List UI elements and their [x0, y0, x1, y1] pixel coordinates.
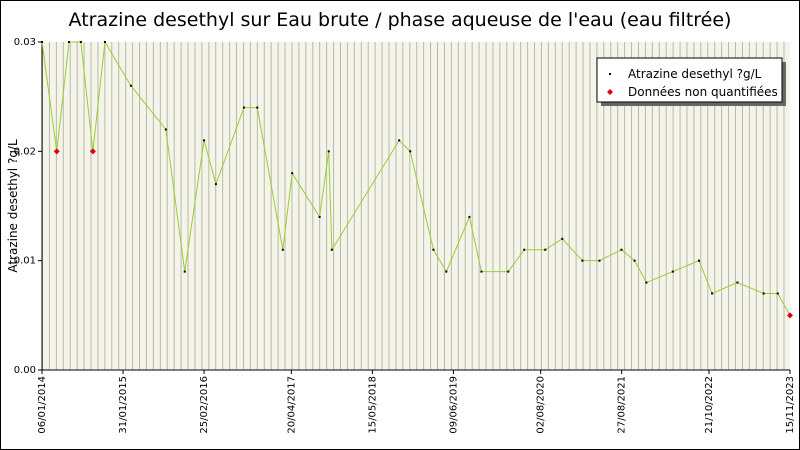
point [645, 281, 648, 284]
point [544, 248, 547, 251]
series-line [41, 40, 791, 316]
point [183, 270, 186, 273]
x-tick-label: 15/05/2018 [367, 376, 378, 434]
point [480, 270, 483, 273]
point [620, 248, 623, 251]
point [103, 41, 106, 43]
point [327, 150, 330, 153]
point [697, 259, 700, 262]
legend-marker [609, 73, 611, 75]
point [330, 248, 333, 251]
point [671, 270, 674, 273]
point [318, 215, 321, 218]
point [633, 259, 636, 262]
y-axis-label: Atrazine desethyl ?g/L [6, 139, 20, 273]
point [41, 41, 43, 43]
point [432, 248, 435, 251]
non-quantified-point [787, 312, 793, 319]
x-tick-label: 25/02/2016 [199, 376, 210, 434]
x-tick-label: 27/08/2021 [617, 376, 628, 434]
y-tick-label: 0.00 [14, 365, 36, 376]
point [445, 270, 448, 273]
y-tick-label: 0.03 [14, 37, 36, 48]
point [598, 259, 601, 262]
point [581, 259, 584, 262]
point [129, 84, 132, 87]
point [736, 281, 739, 284]
point [762, 292, 765, 295]
y-tick-label: 0.01 [14, 256, 36, 267]
point [776, 292, 779, 295]
legend: Atrazine desethyl ?g/L Données non quanti… [596, 57, 786, 106]
point [214, 183, 217, 186]
point [203, 139, 206, 142]
x-tick-label: 06/01/2014 [37, 376, 48, 434]
point [561, 237, 564, 240]
legend-box [596, 57, 783, 103]
point [79, 41, 82, 43]
x-tick-label: 31/01/2015 [118, 376, 129, 434]
point [291, 172, 294, 175]
x-tick-label: 20/04/2017 [286, 376, 297, 434]
point [256, 106, 259, 109]
x-tick-label: 02/08/2020 [536, 376, 547, 434]
point [242, 106, 245, 109]
x-tick-label: 21/10/2022 [704, 376, 715, 434]
legend-label: Données non quantifiées [628, 85, 778, 99]
point [711, 292, 714, 295]
point [507, 270, 510, 273]
point [68, 41, 71, 43]
point [523, 248, 526, 251]
point [468, 215, 471, 218]
x-tick-label: 09/06/2019 [448, 376, 459, 434]
non-quantified-point [53, 148, 60, 155]
point [164, 128, 167, 131]
point [398, 139, 401, 142]
chart-title: Atrazine desethyl sur Eau brute / phase … [69, 9, 732, 31]
legend-label: Atrazine desethyl ?g/L [628, 67, 762, 81]
non-quantified-point [89, 148, 96, 155]
point [409, 150, 412, 153]
legend-marker [607, 89, 613, 95]
x-tick-label: 15/11/2023 [785, 376, 796, 434]
y-tick-label: 0.02 [14, 146, 36, 157]
point [281, 248, 284, 251]
